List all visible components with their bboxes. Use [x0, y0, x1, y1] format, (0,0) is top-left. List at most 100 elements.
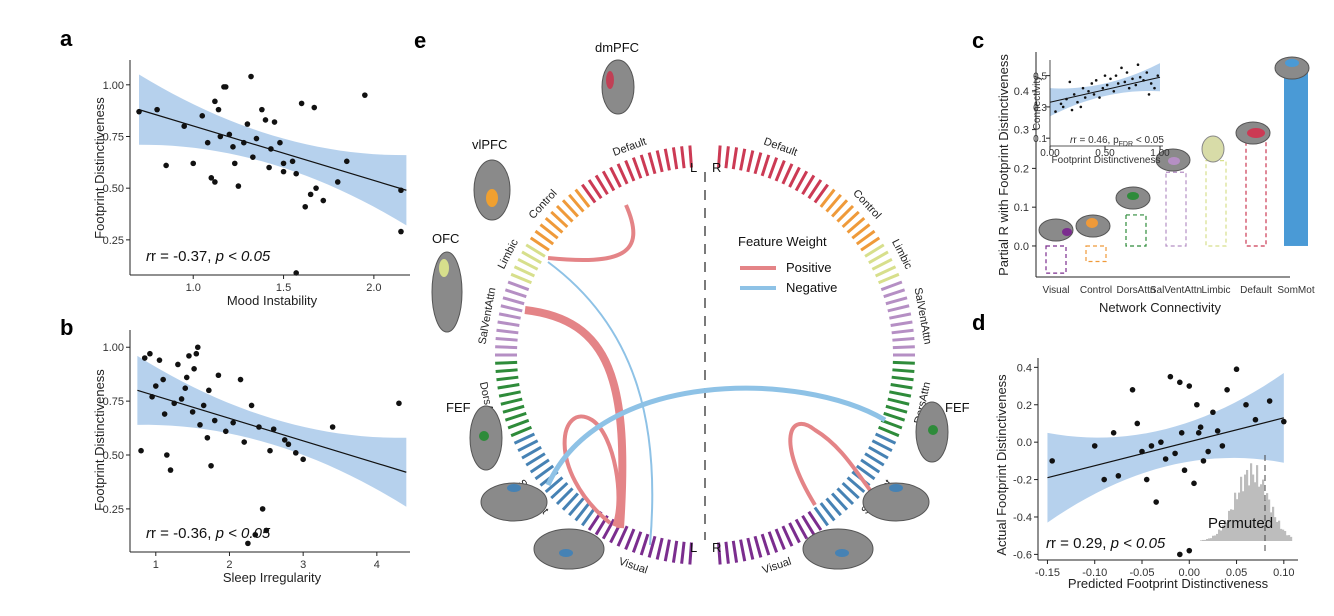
- histogram-bin: [1224, 520, 1227, 541]
- data-point: [1110, 430, 1117, 436]
- data-point: [1195, 430, 1202, 436]
- data-point: [259, 106, 265, 113]
- category-label: Limbic: [1202, 285, 1231, 296]
- brain-label-ofc: OFC: [432, 231, 459, 246]
- data-point: [1076, 100, 1079, 104]
- ring-tick-default: [601, 170, 616, 192]
- ring-tick-salventattn: [880, 280, 903, 292]
- ring-tick-sommot: [581, 506, 597, 527]
- data-point: [1103, 74, 1107, 77]
- ring-tick-control: [529, 236, 550, 252]
- ring-tick-default: [581, 183, 597, 204]
- dorsattn-region-icon: [1127, 192, 1139, 200]
- ring-tick-default: [688, 145, 693, 168]
- brain-fef-left: FEF: [446, 400, 503, 471]
- ring-tick-visual: [767, 531, 779, 553]
- ring-tick-salventattn: [891, 328, 914, 335]
- ring-tick-dorsattn: [504, 411, 527, 422]
- data-point: [266, 164, 272, 171]
- panel-c-ylabel: Partial R with Footprint Distinctiveness: [996, 54, 1011, 276]
- data-point: [215, 372, 222, 379]
- data-point: [1134, 420, 1141, 427]
- data-point: [208, 175, 215, 181]
- x-tick-label: 0.05: [1226, 567, 1247, 579]
- brain-label-fef-left: FEF: [446, 400, 471, 415]
- ring-tick-default: [587, 179, 603, 200]
- data-point: [248, 402, 255, 409]
- left-marker-bottom: L: [690, 540, 697, 555]
- data-point: [343, 158, 350, 165]
- data-point: [1172, 450, 1178, 457]
- data-point: [231, 160, 238, 167]
- histogram-bin: [1238, 492, 1241, 541]
- histogram-bin: [1206, 539, 1209, 541]
- ring-tick-salventattn: [507, 280, 530, 292]
- data-point: [1105, 83, 1109, 87]
- data-point: [1101, 476, 1107, 483]
- ring-tick-sommot: [550, 481, 569, 500]
- panel-a: a 1.0 1.5 2.0 0.25 0.50 0.75 1.00 Mood Instabi…: [60, 26, 410, 308]
- data-point: [245, 540, 251, 547]
- ring-tick-dorsattn: [891, 375, 914, 382]
- permuted-label: Permuted: [1208, 515, 1273, 532]
- data-point: [222, 84, 229, 90]
- data-point: [1136, 63, 1140, 66]
- data-point: [1054, 110, 1057, 113]
- x-tick-label: 0.00: [1040, 148, 1060, 159]
- ring-tick-visual: [663, 539, 671, 562]
- bar-sommot: [1284, 67, 1308, 246]
- chord-links: [524, 204, 887, 546]
- panel-d-points: [1049, 366, 1287, 558]
- y-tick-label: 0.50: [103, 183, 124, 195]
- data-point: [1149, 82, 1153, 85]
- category-label: Control: [1080, 285, 1112, 296]
- ring-tick-visual: [774, 528, 786, 550]
- data-point: [1090, 82, 1094, 85]
- ring-tick-default: [760, 154, 771, 177]
- inset-ylabel: Connectivity: [1032, 76, 1043, 130]
- data-point: [1061, 105, 1065, 109]
- ring-tick-sommot: [825, 497, 842, 517]
- ring-tick-default: [788, 166, 801, 188]
- x-tick-label: 0.50: [1095, 148, 1115, 159]
- ring-tick-dorsattn: [495, 368, 518, 374]
- data-point: [1252, 416, 1259, 423]
- histogram-bin: [1242, 491, 1245, 541]
- data-point: [267, 447, 273, 454]
- histogram-bin: [1216, 533, 1219, 541]
- histogram-bin: [1284, 530, 1287, 541]
- y-tick-label: 0.0: [1017, 437, 1032, 449]
- panel-e: e DefaultControlLimbicSalVentAttnDorsAtt…: [414, 28, 970, 577]
- ring-tick-control: [825, 193, 842, 213]
- data-point: [1178, 430, 1185, 436]
- panel-c-brain-icons: [1038, 56, 1310, 242]
- panel-a-fit-line: [138, 109, 407, 191]
- ring-tick-limbic: [513, 265, 536, 278]
- brain-ofc-icon: [431, 251, 463, 333]
- ring-tick-visual: [724, 541, 730, 564]
- panel-b-label: b: [60, 315, 73, 340]
- data-point: [230, 144, 236, 150]
- data-point: [1094, 79, 1098, 82]
- ring-tick-dorsattn: [877, 425, 900, 438]
- data-point: [241, 439, 248, 445]
- brain-sommot-left: [480, 482, 605, 570]
- x-tick-label: 0.10: [1273, 567, 1294, 579]
- data-point: [1123, 80, 1127, 84]
- link-positive-limbic-sommot: [524, 306, 627, 529]
- data-point: [307, 191, 314, 198]
- panel-a-xlabel: Mood Instability: [227, 293, 318, 308]
- data-point: [1162, 456, 1169, 462]
- ring-tick-salventattn: [892, 345, 915, 350]
- bar-dorsattn: [1125, 214, 1147, 247]
- data-point: [222, 428, 229, 435]
- data-point: [1138, 75, 1142, 79]
- limbic-brain-icon: [1201, 135, 1225, 163]
- histogram-bin: [1266, 493, 1269, 541]
- control-region-icon: [1086, 218, 1098, 228]
- x-tick-label: 1.00: [1150, 148, 1170, 159]
- histogram-bin: [1280, 528, 1283, 541]
- x-tick-label: -0.05: [1129, 567, 1154, 579]
- ring-tick-control: [550, 210, 569, 229]
